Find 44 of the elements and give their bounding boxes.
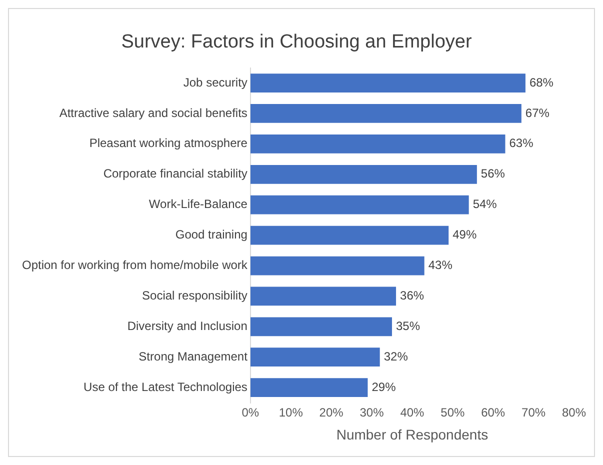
y-tick-label: Pleasant working atmosphere bbox=[89, 136, 248, 150]
data-label: 56% bbox=[480, 166, 506, 181]
x-tick-label: 30% bbox=[360, 405, 384, 420]
y-tick-label: Strong Management bbox=[138, 349, 248, 364]
x-tick-label: 60% bbox=[481, 405, 506, 420]
x-axis-title: Number of Respondents bbox=[336, 426, 488, 442]
bar bbox=[250, 348, 380, 367]
bar bbox=[250, 286, 396, 306]
y-tick-label: Good training bbox=[175, 228, 248, 242]
x-tick-label: 50% bbox=[440, 405, 465, 420]
y-tick-label: Work-Life-Balance bbox=[148, 197, 248, 212]
y-tick-label: Use of the Latest Technologies bbox=[84, 380, 248, 394]
data-label: 32% bbox=[384, 349, 408, 364]
x-tick-label: 70% bbox=[522, 405, 546, 420]
data-label: 68% bbox=[529, 75, 554, 90]
data-label: 35% bbox=[396, 318, 420, 333]
data-label: 54% bbox=[472, 197, 498, 212]
bar bbox=[250, 134, 506, 154]
chart-title: Survey: Factors in Choosing an Employer bbox=[121, 32, 472, 53]
data-label: 29% bbox=[372, 380, 396, 394]
bar bbox=[250, 164, 477, 184]
data-label: 49% bbox=[452, 228, 477, 242]
data-label: 43% bbox=[428, 258, 453, 272]
x-tick-label: 40% bbox=[400, 405, 425, 420]
data-label: 67% bbox=[525, 106, 550, 120]
bar bbox=[250, 317, 392, 336]
x-tick-label: 20% bbox=[319, 405, 344, 420]
data-label: 36% bbox=[400, 288, 424, 303]
bar bbox=[250, 104, 522, 123]
x-tick-label: 10% bbox=[278, 405, 304, 420]
y-tick-label: Job security bbox=[183, 75, 248, 90]
bar bbox=[250, 378, 368, 398]
x-tick-label: 80% bbox=[562, 405, 586, 420]
data-label: 63% bbox=[509, 136, 534, 150]
y-tick-label: Corporate financial stability bbox=[103, 166, 248, 181]
bar bbox=[250, 195, 469, 214]
x-tick-label: 0% bbox=[242, 405, 260, 420]
y-tick-label: Diversity and Inclusion bbox=[127, 318, 248, 333]
y-tick-label: Option for working from home/mobile work bbox=[22, 258, 248, 272]
y-tick-label: Social responsibility bbox=[142, 288, 248, 303]
y-tick-label: Attractive salary and social benefits bbox=[59, 106, 248, 120]
bar bbox=[250, 256, 424, 276]
bar bbox=[250, 226, 449, 245]
bar bbox=[250, 74, 526, 92]
